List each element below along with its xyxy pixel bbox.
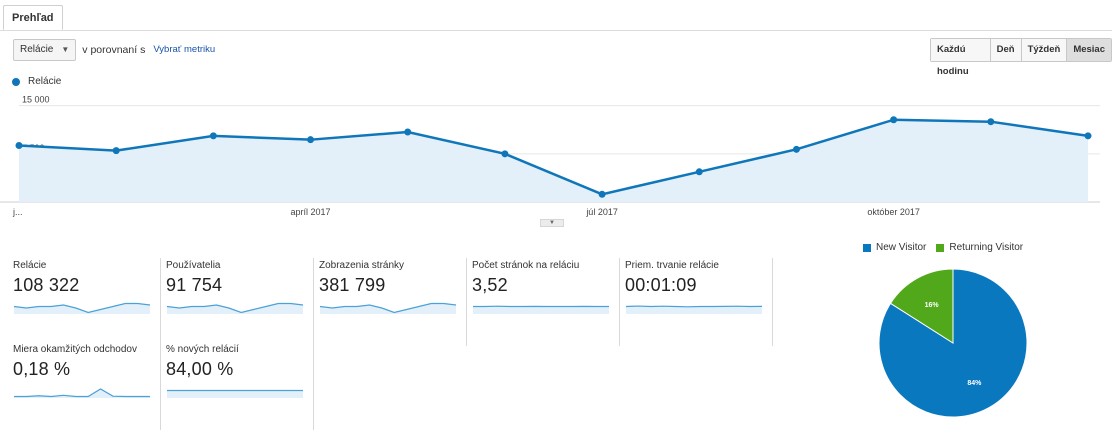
metric-label: Počet stránok na reláciu	[472, 260, 622, 271]
sparkline	[13, 300, 151, 316]
legend-label: Returning Visitor	[949, 242, 1023, 253]
granularity-week-button[interactable]: Týždeň	[1021, 39, 1067, 61]
x-tick-label: júl 2017	[585, 207, 618, 217]
sparkline-line	[626, 306, 762, 307]
data-point[interactable]	[1085, 132, 1092, 139]
metric-label: Používatelia	[166, 260, 316, 271]
sparkline-area	[320, 304, 456, 315]
legend-label: New Visitor	[876, 242, 926, 253]
area-fill	[19, 120, 1088, 202]
metric-label: Relácie	[13, 260, 163, 271]
metric-label: Zobrazenia stránky	[319, 260, 469, 271]
sparkline-area	[167, 304, 303, 315]
data-point[interactable]	[307, 136, 314, 143]
metric-pages-per-session[interactable]: Počet stránok na reláciu 3,52	[472, 258, 622, 338]
sparkline	[472, 300, 610, 316]
data-point[interactable]	[113, 147, 120, 154]
granularity-switch: Každú hodinu Deň Týždeň Mesiac	[930, 38, 1112, 62]
pie-slice-label: 16%	[925, 302, 940, 309]
data-point[interactable]	[404, 128, 411, 135]
metric-value: 00:01:09	[625, 275, 775, 296]
divider	[313, 342, 314, 430]
data-point[interactable]	[210, 132, 217, 139]
select-metric-link[interactable]: Vybrať metriku	[153, 44, 215, 55]
metric-label: % nových relácií	[166, 344, 316, 355]
granularity-month-button[interactable]: Mesiac	[1066, 39, 1111, 61]
legend-item-new-visitor[interactable]: New Visitor	[863, 242, 926, 253]
metric-value: 84,00 %	[166, 359, 316, 380]
legend-swatch	[863, 244, 871, 252]
pie-legend: New Visitor Returning Visitor	[863, 242, 1033, 253]
sparkline	[13, 384, 151, 400]
divider	[313, 258, 314, 346]
metric-users[interactable]: Používatelia 91 754	[166, 258, 316, 338]
metric-value: 3,52	[472, 275, 622, 296]
sparkline-area	[473, 306, 609, 314]
metric-label: Priem. trvanie relácie	[625, 260, 775, 271]
chart-resize-handle[interactable]: ▼	[540, 219, 564, 227]
sparkline	[166, 384, 304, 400]
sparkline	[166, 300, 304, 316]
chart-legend: Relácie	[12, 76, 61, 87]
legend-swatch	[936, 244, 944, 252]
metric-label: Miera okamžitých odchodov	[13, 344, 163, 355]
metric-avg-session-duration[interactable]: Priem. trvanie relácie 00:01:09	[625, 258, 775, 338]
granularity-day-button[interactable]: Deň	[990, 39, 1021, 61]
data-point[interactable]	[599, 191, 606, 198]
divider	[619, 258, 620, 346]
metric-select[interactable]: Relácie ▼	[13, 39, 76, 61]
tab-overview[interactable]: Prehľad	[3, 5, 63, 30]
data-point[interactable]	[501, 150, 508, 157]
sparkline	[319, 300, 457, 316]
y-tick-label: 15 000	[22, 95, 50, 105]
pie-slice-label: 84%	[967, 380, 982, 387]
compare-label: v porovnaní s	[82, 44, 145, 56]
chart-toolbar: Relácie ▼ v porovnaní s Vybrať metriku	[13, 38, 215, 61]
data-point[interactable]	[890, 116, 897, 123]
metric-pageviews[interactable]: Zobrazenia stránky 381 799	[319, 258, 469, 338]
metric-value: 108 322	[13, 275, 163, 296]
chevron-down-icon: ▼	[61, 45, 69, 54]
visitor-type-pie-chart: 84% 16%	[878, 268, 1028, 418]
divider	[772, 258, 773, 346]
sparkline	[625, 300, 763, 316]
data-point[interactable]	[696, 168, 703, 175]
metric-bounce-rate[interactable]: Miera okamžitých odchodov 0,18 %	[13, 342, 163, 422]
metric-value: 0,18 %	[13, 359, 163, 380]
legend-item-returning-visitor[interactable]: Returning Visitor	[936, 242, 1023, 253]
metric-select-value: Relácie	[20, 44, 53, 55]
divider	[160, 342, 161, 430]
metric-sessions[interactable]: Relácie 108 322	[13, 258, 163, 338]
metric-value: 381 799	[319, 275, 469, 296]
data-point[interactable]	[793, 146, 800, 153]
legend-series-label: Relácie	[28, 76, 61, 87]
series-color-dot	[12, 78, 20, 86]
data-point[interactable]	[987, 118, 994, 125]
divider	[466, 258, 467, 346]
sparkline-line	[14, 389, 150, 397]
x-tick-label: október 2017	[867, 207, 920, 217]
x-tick-label: j...	[12, 207, 23, 217]
sparkline-area	[167, 391, 303, 399]
sparkline-area	[14, 304, 150, 315]
data-point[interactable]	[16, 142, 23, 149]
x-tick-label: apríl 2017	[291, 207, 331, 217]
granularity-hourly-button[interactable]: Každú hodinu	[931, 39, 990, 61]
divider	[160, 258, 161, 346]
metric-value: 91 754	[166, 275, 316, 296]
tab-bar: Prehľad	[0, 0, 1112, 31]
metric-new-sessions[interactable]: % nových relácií 84,00 %	[166, 342, 316, 422]
